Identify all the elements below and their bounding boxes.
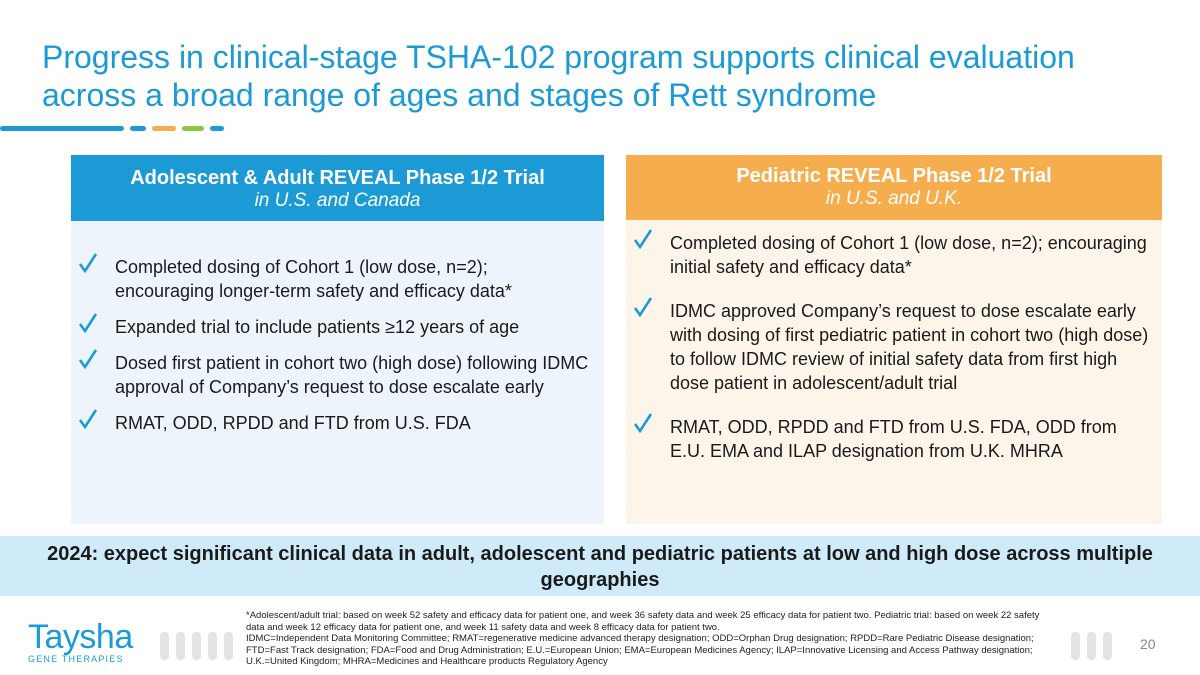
- item-text: Completed dosing of Cohort 1 (low dose, …: [670, 233, 1147, 277]
- item-text: Dosed first patient in cohort two (high …: [115, 353, 589, 397]
- pediatric-trial-panel: Pediatric REVEAL Phase 1/2 Trial in U.S.…: [626, 155, 1162, 524]
- accent-dash-blue: [130, 126, 146, 131]
- pediatric-trial-heading: Pediatric REVEAL Phase 1/2 Trial: [736, 165, 1052, 187]
- list-item: RMAT, ODD, RPDD and FTD from U.S. FDA: [71, 408, 590, 436]
- decorative-stripes-right: [1071, 632, 1112, 660]
- adult-trial-panel: Adolescent & Adult REVEAL Phase 1/2 Tria…: [71, 155, 604, 524]
- accent-line: [0, 126, 124, 131]
- outlook-banner-text: 2024: expect significant clinical data i…: [47, 543, 1153, 591]
- accent-dash-blue-2: [210, 126, 224, 131]
- footnote-line: *Adolescent/adult trial: based on week 5…: [246, 610, 1040, 633]
- adult-trial-heading: Adolescent & Adult REVEAL Phase 1/2 Tria…: [130, 167, 545, 189]
- adult-trial-subheading: in U.S. and Canada: [254, 190, 421, 211]
- list-item: RMAT, ODD, RPDD and FTD from U.S. FDA, O…: [626, 412, 1152, 463]
- list-item: Completed dosing of Cohort 1 (low dose, …: [626, 228, 1152, 279]
- checkmark-icon: [633, 412, 653, 440]
- checkmark-icon: [78, 312, 98, 340]
- list-item: Expanded trial to include patients ≥12 y…: [71, 312, 590, 340]
- adult-trial-body: Completed dosing of Cohort 1 (low dose, …: [71, 221, 604, 524]
- list-item: Dosed first patient in cohort two (high …: [71, 348, 590, 399]
- item-text: RMAT, ODD, RPDD and FTD from U.S. FDA: [115, 413, 471, 433]
- decorative-stripes-left: [160, 632, 233, 660]
- item-text: Expanded trial to include patients ≥12 y…: [115, 317, 520, 337]
- checkmark-icon: [78, 348, 98, 376]
- checkmark-icon: [633, 228, 653, 256]
- checkmark-icon: [633, 296, 653, 324]
- logo-tagline: GENE THERAPIES: [28, 654, 124, 664]
- page-number: 20: [1140, 636, 1156, 652]
- list-item: IDMC approved Company’s request to dose …: [626, 296, 1152, 395]
- footnote: *Adolescent/adult trial: based on week 5…: [246, 610, 1056, 668]
- taysha-logo: Taysha GENE THERAPIES: [28, 618, 133, 664]
- slide-title: Progress in clinical-stage TSHA-102 prog…: [42, 39, 1075, 113]
- list-item: Completed dosing of Cohort 1 (low dose, …: [71, 252, 590, 303]
- item-text: Completed dosing of Cohort 1 (low dose, …: [115, 257, 512, 301]
- outlook-banner: 2024: expect significant clinical data i…: [0, 536, 1200, 596]
- pediatric-trial-subheading: in U.S. and U.K.: [825, 188, 963, 209]
- accent-dash-green: [182, 126, 204, 131]
- logo-wordmark: Taysha: [28, 618, 133, 656]
- footnote-line: IDMC=Independent Data Monitoring Committ…: [246, 633, 1034, 667]
- adult-trial-header: Adolescent & Adult REVEAL Phase 1/2 Tria…: [71, 155, 604, 221]
- pediatric-trial-header: Pediatric REVEAL Phase 1/2 Trial in U.S.…: [626, 155, 1162, 220]
- item-text: RMAT, ODD, RPDD and FTD from U.S. FDA, O…: [670, 417, 1117, 461]
- checkmark-icon: [78, 408, 98, 436]
- item-text: IDMC approved Company’s request to dose …: [670, 301, 1149, 393]
- checkmark-icon: [78, 252, 98, 280]
- accent-dash-orange: [152, 126, 176, 131]
- pediatric-trial-body: Completed dosing of Cohort 1 (low dose, …: [626, 220, 1162, 524]
